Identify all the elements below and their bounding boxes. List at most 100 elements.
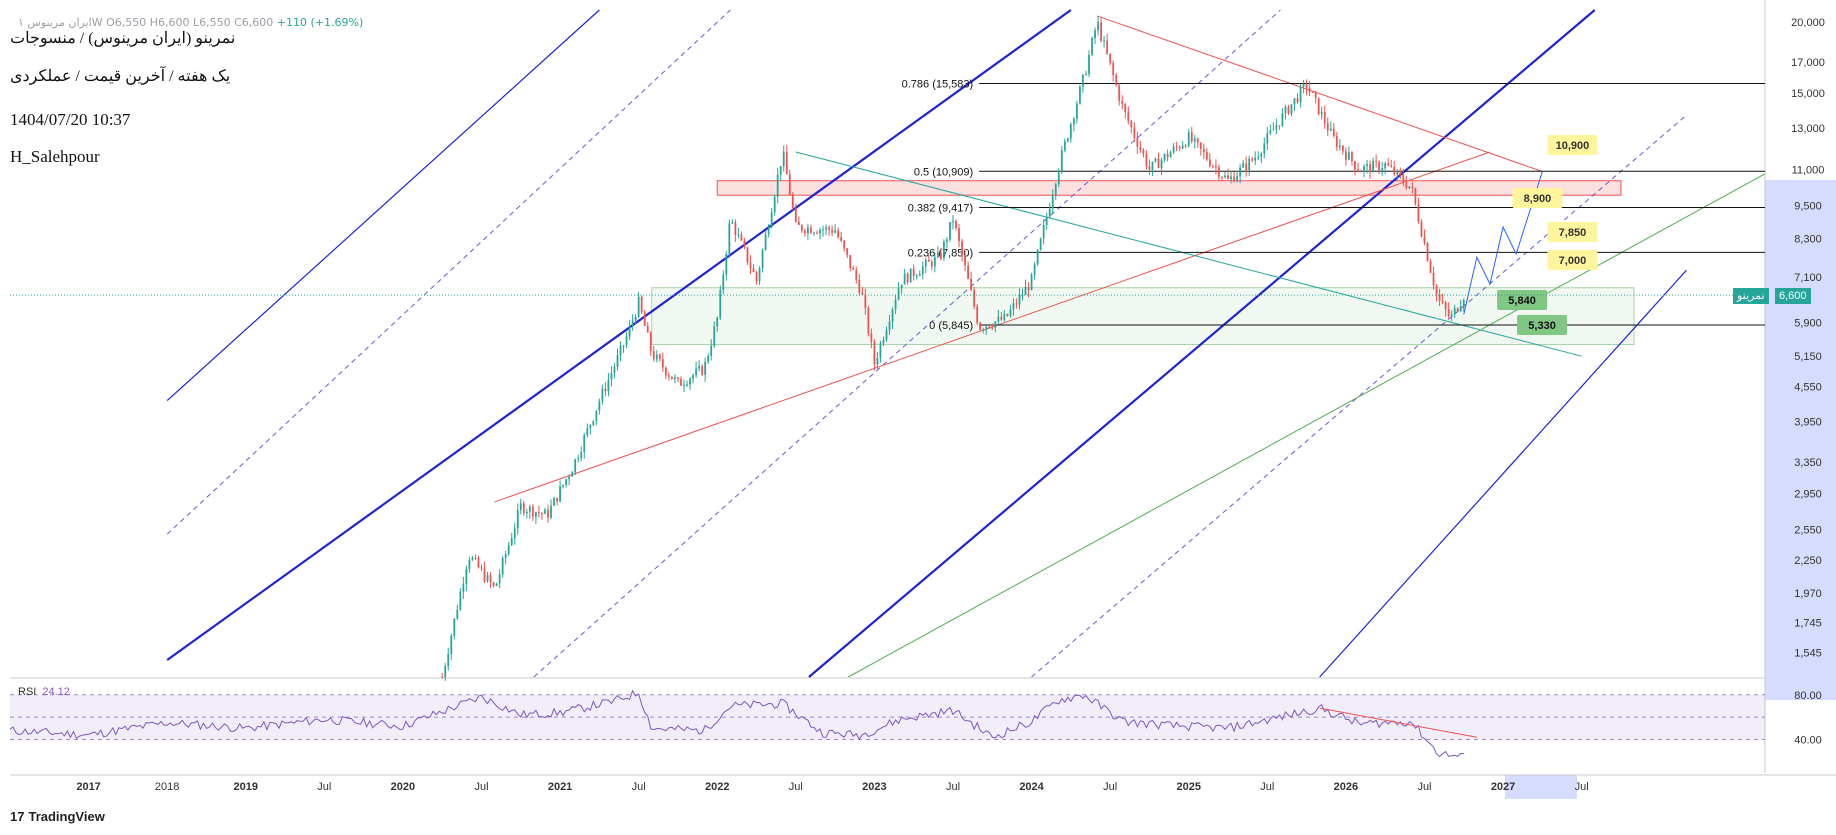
time-axis-tick: 2027: [1491, 781, 1515, 793]
candle-body: [1354, 161, 1356, 170]
rsi-legend: RSI 24.12: [18, 686, 70, 698]
resistance-zone: [716, 180, 1622, 196]
candle-body: [755, 272, 758, 282]
candle-body: [1142, 149, 1145, 155]
candle-body: [967, 265, 969, 279]
time-axis-tick: Jul: [946, 781, 960, 793]
candle-body: [646, 325, 649, 333]
candle-body: [810, 227, 812, 234]
candle-body: [495, 583, 498, 586]
time-axis-tick: 2019: [234, 781, 258, 793]
time-axis-tick: 2017: [76, 781, 100, 793]
candle-body: [1181, 145, 1184, 149]
candle-body: [1054, 184, 1057, 196]
candle-body: [1414, 188, 1417, 204]
candle-body: [952, 220, 954, 223]
candle-body: [1003, 313, 1006, 320]
candle-body: [1323, 112, 1326, 124]
candle-body: [861, 292, 864, 295]
candle-body: [1248, 158, 1251, 171]
candle-body: [577, 458, 580, 460]
price-axis-tick: 11,000: [1792, 164, 1825, 176]
price-axis-highlight: [1765, 180, 1836, 700]
candle-body: [719, 289, 722, 318]
candle-body: [628, 325, 631, 337]
candle-body: [586, 428, 589, 436]
candle-body: [507, 545, 510, 555]
candle-body: [1462, 299, 1465, 307]
candle-body: [973, 290, 976, 307]
candle-body: [1221, 176, 1223, 178]
candle-body: [1178, 146, 1181, 149]
candle-body: [825, 227, 827, 230]
candle-body: [906, 273, 909, 283]
rsi-band: [10, 694, 1765, 740]
time-axis-tick: Jul: [317, 781, 331, 793]
candle-body: [652, 351, 655, 360]
price-axis-tick: 17,000: [1791, 57, 1825, 69]
candle-body: [1254, 157, 1257, 161]
candle-body: [553, 497, 555, 506]
fib-label-0.786: 0.786 (15,583): [902, 78, 974, 90]
chart-author: H_Salehpour: [10, 147, 100, 166]
candle-body: [794, 208, 797, 222]
candle-body: [758, 268, 761, 282]
candle-body: [477, 558, 480, 568]
candle-body: [510, 538, 513, 546]
ohlc-values: ایران مرینوس ۱W O6,550 H6,600 L6,550 C6,…: [18, 16, 274, 29]
candle-body: [921, 266, 924, 275]
candle-body: [1275, 125, 1278, 130]
price-axis-tick: 3,350: [1794, 457, 1822, 469]
channel-line-lower: [808, 9, 1596, 678]
candle-body: [897, 288, 900, 300]
candle-body: [550, 505, 552, 518]
red-downtrend-line: [1096, 15, 1543, 172]
candle-body: [924, 260, 927, 267]
candle-body: [749, 262, 752, 269]
candle-body: [955, 220, 957, 228]
candle-body: [1121, 100, 1124, 104]
candle-body: [1360, 171, 1362, 173]
candle-body: [900, 284, 903, 289]
candle-body: [601, 388, 604, 402]
candle-body: [964, 255, 966, 266]
candle-body: [716, 317, 719, 327]
candle-body: [580, 451, 583, 459]
candle-body: [592, 420, 595, 425]
candle-body: [450, 635, 453, 655]
candle-body: [441, 677, 444, 678]
candle-body: [837, 230, 840, 238]
candle-body: [568, 476, 571, 480]
candle-body: [1205, 152, 1208, 160]
candle-body: [822, 229, 824, 231]
candle-body: [1375, 161, 1378, 163]
price-axis-tick: 1,745: [1794, 618, 1822, 630]
candle-body: [1284, 106, 1287, 113]
ticker-tag: نمرینو: [1733, 288, 1769, 304]
rsi-axis-tick: 80.00: [1794, 690, 1822, 702]
candle-body: [1072, 118, 1075, 125]
candle-body: [583, 435, 586, 452]
candle-body: [1357, 169, 1359, 172]
price-axis-tick: 2,550: [1794, 524, 1822, 536]
candle-body: [885, 330, 888, 340]
candle-body: [722, 274, 725, 290]
tradingview-logo[interactable]: 17 TradingView: [10, 809, 105, 824]
candle-body: [939, 252, 942, 259]
candle-body: [903, 273, 906, 285]
candle-body: [1115, 75, 1118, 86]
candle-body: [686, 384, 688, 386]
fib-label-0: 0 (5,845): [929, 320, 973, 332]
candle-body: [764, 234, 767, 251]
candle-body: [1317, 97, 1320, 115]
candle-body: [779, 166, 782, 175]
time-axis-tick: 2021: [548, 781, 572, 793]
candle-body: [1118, 85, 1121, 101]
candle-body: [1085, 73, 1087, 75]
candle-body: [813, 232, 815, 234]
candle-body: [873, 341, 876, 365]
candle-body: [701, 366, 704, 375]
candle-body: [1384, 163, 1387, 169]
candle-body: [471, 557, 474, 560]
